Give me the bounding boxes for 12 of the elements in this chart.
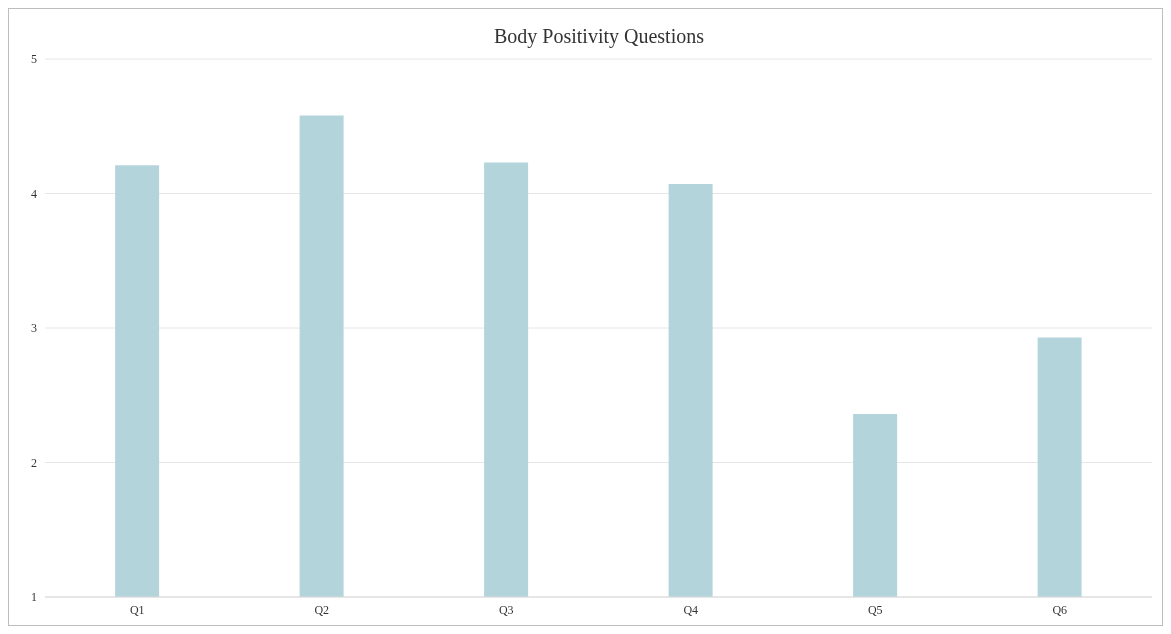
x-tick-label: Q5 — [867, 602, 883, 617]
x-tick-label: Q2 — [314, 602, 330, 617]
x-tick-label: Q1 — [129, 602, 145, 617]
chart-title: Body Positivity Questions — [493, 25, 705, 48]
y-tick-label: 3 — [31, 321, 37, 336]
x-tick-label: Q4 — [683, 602, 699, 617]
y-tick-label: 5 — [31, 52, 37, 67]
y-tick-label: 1 — [31, 590, 37, 605]
x-tick-label: Q3 — [498, 602, 514, 617]
x-tick-label: Q6 — [1052, 602, 1068, 617]
y-tick-label: 2 — [31, 455, 37, 470]
y-tick-label: 4 — [31, 186, 37, 201]
